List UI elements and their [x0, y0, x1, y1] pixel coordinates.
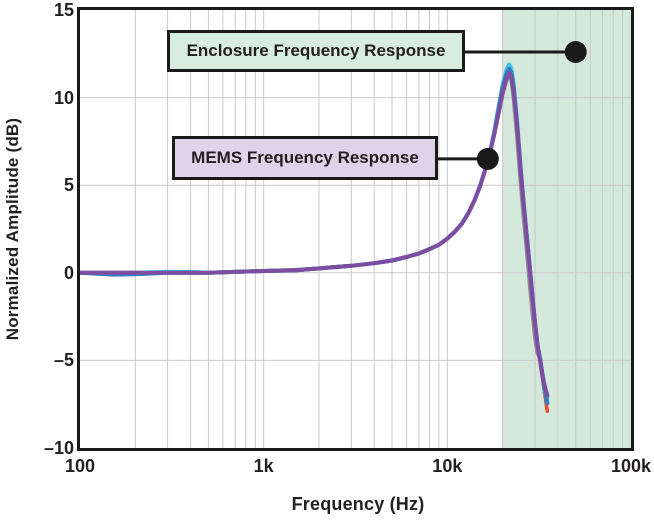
annotation-mems-label: MEMS Frequency Response [191, 148, 419, 167]
annotation-enclosure-label: Enclosure Frequency Response [186, 41, 446, 60]
curve-unit-purple [80, 71, 550, 398]
curve-unit-cyan [80, 62, 550, 405]
x-tick-label: 100 [64, 456, 96, 476]
x-tick-label: 100k [610, 456, 652, 476]
y-tick-label: –10 [43, 438, 74, 458]
annotation-enclosure-box: Enclosure Frequency Response [167, 30, 465, 72]
plot-area: Enclosure Frequency Response MEMS Freque… [77, 7, 634, 451]
annotation-mems-box: MEMS Frequency Response [172, 136, 438, 180]
curve-unit-blue [80, 66, 550, 406]
y-tick-label: 10 [53, 87, 74, 108]
annotation-dot [564, 41, 587, 63]
y-tick-label: 0 [63, 262, 74, 283]
annotation-dot [476, 147, 499, 170]
curve-unit-gray [80, 72, 550, 400]
y-tick-label: 15 [53, 0, 74, 20]
y-tick-label: 5 [63, 175, 74, 196]
chart-canvas [80, 10, 631, 448]
enclosure-shaded-region [502, 10, 631, 448]
x-tick-label: 10k [432, 456, 463, 476]
x-axis-title: Frequency (Hz) [291, 494, 425, 514]
y-tick-label: –5 [53, 350, 74, 371]
x-tick-label: 1k [253, 456, 274, 476]
y-axis-title: Normalized Amplitude (dB) [3, 117, 22, 341]
